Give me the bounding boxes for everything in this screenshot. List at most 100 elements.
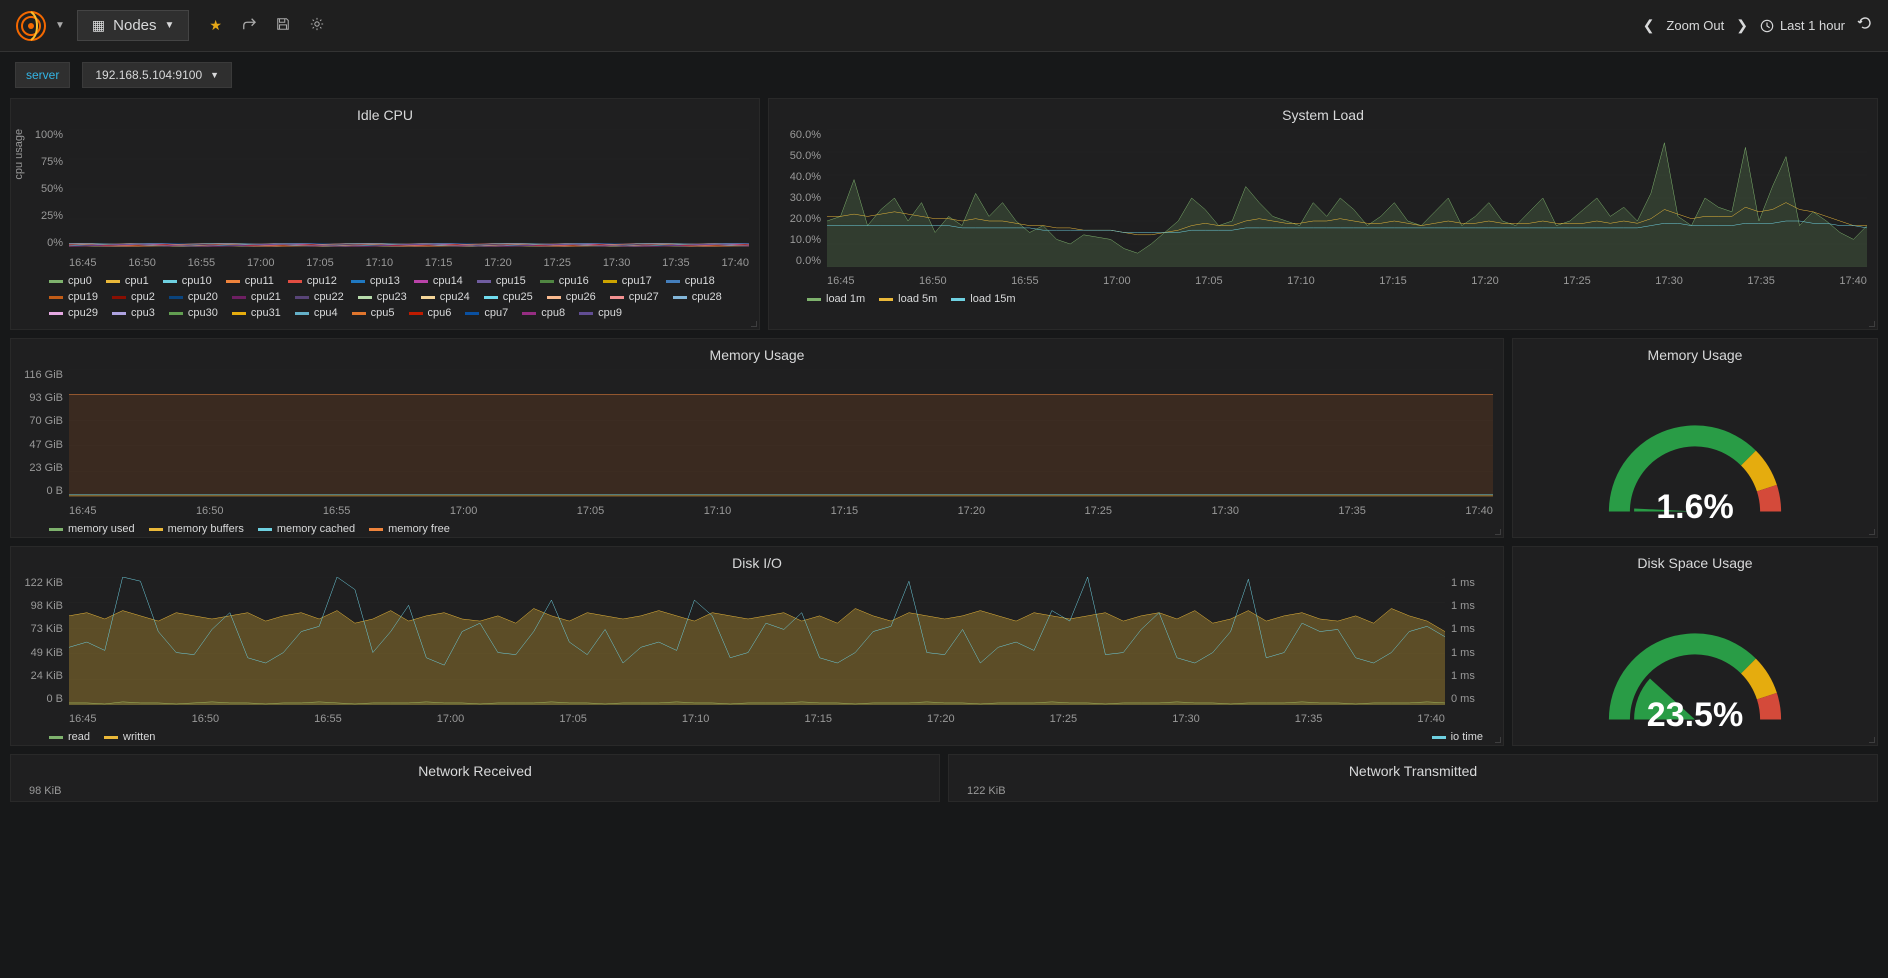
panel-disk-io[interactable]: Disk I/O 122 KiB98 KiB73 KiB49 KiB24 KiB…	[10, 546, 1504, 746]
legend-label: cpu6	[428, 307, 452, 319]
legend-swatch	[603, 280, 617, 283]
x-tick: 17:00	[247, 257, 275, 269]
legend-item[interactable]: cpu21	[232, 291, 281, 303]
gauge-disk: 23.5%	[1523, 577, 1867, 757]
x-tick: 16:45	[827, 275, 855, 287]
template-variables: server 192.168.5.104:9100 ▼	[0, 52, 1888, 98]
legend-label: cpu12	[307, 275, 337, 287]
x-tick: 17:05	[577, 505, 605, 517]
grafana-logo[interactable]	[15, 10, 47, 42]
legend-item[interactable]: cpu6	[409, 307, 452, 319]
legend-item[interactable]: cpu16	[540, 275, 589, 287]
legend-label: cpu31	[251, 307, 281, 319]
variable-value-server[interactable]: 192.168.5.104:9100 ▼	[82, 62, 232, 88]
legend-item[interactable]: cpu9	[579, 307, 622, 319]
panel-network-received[interactable]: Network Received 98 KiB	[10, 754, 940, 802]
panel-system-load[interactable]: System Load 60.0%50.0%40.0%30.0%20.0%10.…	[768, 98, 1878, 330]
time-forward-icon[interactable]: ❯	[1736, 17, 1748, 34]
zoom-out-button[interactable]: Zoom Out	[1666, 18, 1724, 33]
legend-item[interactable]: io time	[1432, 731, 1483, 743]
x-tick: 17:40	[1839, 275, 1867, 287]
legend-swatch	[1432, 736, 1446, 739]
panel-memory-usage[interactable]: Memory Usage 116 GiB93 GiB70 GiB47 GiB23…	[10, 338, 1504, 538]
gear-icon[interactable]	[310, 17, 324, 34]
x-tick: 17:20	[1471, 275, 1499, 287]
legend-item[interactable]: cpu18	[666, 275, 715, 287]
legend-memory-usage: memory used memory buffers memory cached me…	[21, 517, 1493, 537]
legend-item[interactable]: memory buffers	[149, 523, 244, 535]
legend-item[interactable]: cpu1	[106, 275, 149, 287]
time-back-icon[interactable]: ❮	[1643, 17, 1655, 34]
legend-item[interactable]: load 5m	[879, 293, 937, 305]
x-tick: 17:05	[1195, 275, 1223, 287]
y-tick: 116 GiB	[21, 369, 69, 381]
legend-label: memory free	[388, 523, 450, 535]
legend-item[interactable]: cpu2	[112, 291, 155, 303]
y-tick: 98 KiB	[21, 785, 929, 797]
panel-memory-gauge[interactable]: Memory Usage 1.6%	[1512, 338, 1878, 538]
resize-handle[interactable]	[1493, 527, 1501, 535]
time-range-picker[interactable]: Last 1 hour	[1760, 18, 1845, 33]
legend-item[interactable]: load 1m	[807, 293, 865, 305]
legend-item[interactable]: cpu12	[288, 275, 337, 287]
save-icon[interactable]	[276, 17, 290, 34]
legend-item[interactable]: memory used	[49, 523, 135, 535]
legend-item[interactable]: cpu19	[49, 291, 98, 303]
legend-item[interactable]: cpu26	[547, 291, 596, 303]
panel-title: Memory Usage	[21, 347, 1493, 363]
legend-label: cpu5	[371, 307, 395, 319]
refresh-icon[interactable]	[1857, 15, 1873, 36]
resize-handle[interactable]	[1867, 735, 1875, 743]
legend-item[interactable]: cpu24	[421, 291, 470, 303]
clock-icon	[1760, 19, 1774, 33]
legend-item[interactable]: cpu28	[673, 291, 722, 303]
legend-item[interactable]: cpu29	[49, 307, 98, 319]
legend-label: cpu18	[685, 275, 715, 287]
legend-item[interactable]: cpu27	[610, 291, 659, 303]
panel-idle-cpu[interactable]: Idle CPU cpu usage 100%75%50%25%0% 16:45…	[10, 98, 760, 330]
logo-dropdown-icon[interactable]: ▼	[55, 20, 65, 31]
x-tick: 17:30	[1655, 275, 1683, 287]
legend-item[interactable]: cpu4	[295, 307, 338, 319]
panel-disk-gauge[interactable]: Disk Space Usage 23.5%	[1512, 546, 1878, 746]
star-icon[interactable]: ★	[209, 17, 222, 34]
x-tick: 16:45	[69, 505, 97, 517]
legend-item[interactable]: cpu23	[358, 291, 407, 303]
legend-item[interactable]: cpu15	[477, 275, 526, 287]
legend-item[interactable]: cpu13	[351, 275, 400, 287]
legend-item[interactable]: cpu31	[232, 307, 281, 319]
x-tick: 17:10	[682, 713, 710, 725]
chart-memory-usage: 116 GiB93 GiB70 GiB47 GiB23 GiB0 B 16:45…	[21, 369, 1493, 517]
legend-item[interactable]: cpu8	[522, 307, 565, 319]
resize-handle[interactable]	[749, 319, 757, 327]
legend-item[interactable]: memory free	[369, 523, 450, 535]
legend-item[interactable]: cpu20	[169, 291, 218, 303]
resize-handle[interactable]	[1493, 735, 1501, 743]
legend-item[interactable]: cpu30	[169, 307, 218, 319]
legend-item[interactable]: load 15m	[951, 293, 1015, 305]
legend-label: cpu22	[314, 291, 344, 303]
panel-title: System Load	[779, 107, 1867, 123]
panel-network-transmitted[interactable]: Network Transmitted 122 KiB	[948, 754, 1878, 802]
legend-swatch	[610, 296, 624, 299]
x-tick: 17:15	[425, 257, 453, 269]
legend-item[interactable]: cpu10	[163, 275, 212, 287]
legend-item[interactable]: written	[104, 731, 155, 743]
legend-label: cpu11	[245, 275, 274, 287]
legend-item[interactable]: read	[49, 731, 90, 743]
share-icon[interactable]	[242, 17, 256, 34]
legend-item[interactable]: cpu5	[352, 307, 395, 319]
legend-item[interactable]: cpu11	[226, 275, 274, 287]
legend-item[interactable]: cpu22	[295, 291, 344, 303]
dashboard-title-dropdown[interactable]: ▦ Nodes ▼	[77, 10, 190, 41]
legend-item[interactable]: cpu17	[603, 275, 652, 287]
legend-item[interactable]: cpu3	[112, 307, 155, 319]
legend-item[interactable]: memory cached	[258, 523, 355, 535]
resize-handle[interactable]	[1867, 527, 1875, 535]
resize-handle[interactable]	[1867, 319, 1875, 327]
legend-swatch	[163, 280, 177, 283]
legend-item[interactable]: cpu7	[465, 307, 508, 319]
legend-item[interactable]: cpu14	[414, 275, 463, 287]
legend-item[interactable]: cpu25	[484, 291, 533, 303]
legend-item[interactable]: cpu0	[49, 275, 92, 287]
